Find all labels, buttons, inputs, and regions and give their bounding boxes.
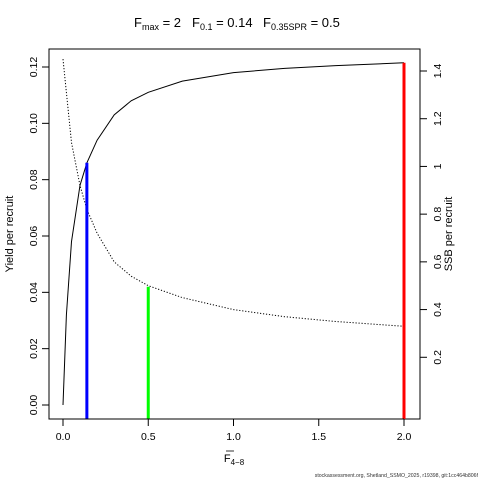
title-fspr-value: = 0.5 (307, 15, 340, 30)
x-axis-title-sub: 4−8 (231, 458, 245, 467)
title-fspr-sub: 0.35SPR (271, 22, 308, 32)
x-axis-title: F4−8 (224, 453, 245, 467)
title-f01-base: F (192, 15, 200, 30)
y-left-tick-label: 0.02 (28, 338, 40, 359)
title-f01-sub: 0.1 (200, 22, 213, 32)
x-axis: 0.0 0.5 1.0 1.5 2.0 (56, 418, 412, 443)
y-left-tick-label: 0.08 (28, 169, 40, 190)
y-right-tick-label: 0.4 (432, 302, 444, 317)
y-axis-right: 0.2 0.4 0.6 0.8 1 1.2 1.4 (419, 64, 444, 365)
title-fspr-base: F (263, 15, 271, 30)
title-fmax-value: = 2 (159, 15, 181, 30)
x-tick-label: 1.0 (226, 431, 241, 443)
y-right-tick-label: 0.2 (432, 350, 444, 365)
svg-text:F0.1 = 0.14: F0.1 = 0.14 (192, 15, 253, 32)
svg-text:Fmax = 2: Fmax = 2 (134, 15, 181, 32)
x-tick-label: 2.0 (397, 431, 412, 443)
chart-title: Fmax = 2 F0.1 = 0.14 F0.35SPR = 0.5 (134, 15, 340, 32)
reference-lines (85, 62, 406, 419)
title-fmax-base: F (134, 15, 142, 30)
y-left-axis-title: Yield per recruit (4, 196, 16, 273)
title-f01-value: = 0.14 (212, 15, 252, 30)
y-left-tick-label: 0.06 (28, 226, 40, 247)
x-tick-label: 1.5 (311, 431, 326, 443)
y-left-tick-label: 0.04 (28, 282, 40, 303)
y-left-tick-label: 0.00 (28, 395, 40, 416)
ssb-per-recruit-line (62, 59, 405, 327)
y-right-tick-label: 1.2 (432, 111, 444, 126)
series-layer (62, 59, 405, 406)
plot-frame (48, 48, 421, 420)
svg-text:F0.35SPR = 0.5: F0.35SPR = 0.5 (263, 15, 340, 32)
y-right-tick-label: 0.6 (432, 254, 444, 269)
footer-source-text: stockassessment.org, Shetland_SSMO_2025,… (315, 473, 479, 479)
y-left-tick-label: 0.10 (28, 113, 40, 134)
title-fmax-sub: max (142, 22, 160, 32)
y-left-tick-label: 0.12 (28, 57, 40, 78)
y-right-tick-label: 0.8 (432, 207, 444, 222)
y-right-tick-label: 1 (432, 163, 444, 169)
y-right-axis-title: SSB per recruit (443, 197, 455, 272)
x-tick-label: 0.0 (56, 431, 71, 443)
x-tick-label: 0.5 (141, 431, 156, 443)
x-axis-title-base: F (224, 453, 231, 465)
yield-per-recruit-line (62, 62, 405, 406)
y-right-tick-label: 1.4 (432, 64, 444, 79)
y-axis-left: 0.00 0.02 0.04 0.06 0.08 0.10 0.12 (28, 57, 50, 416)
